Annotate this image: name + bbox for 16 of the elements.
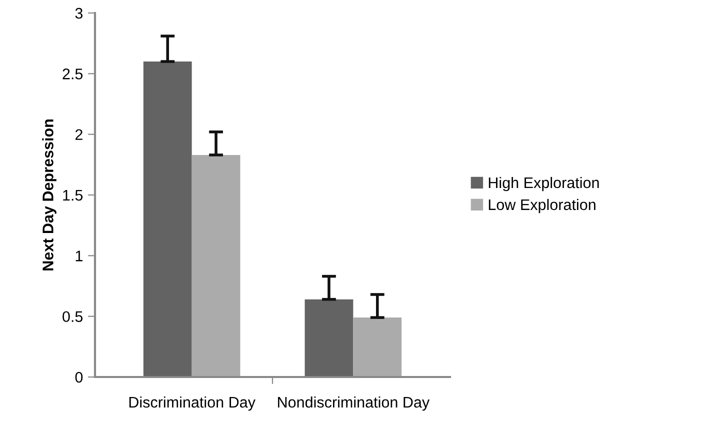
- bar: [353, 318, 402, 377]
- y-tick-label: 2.5: [62, 68, 83, 80]
- y-tick-label: 3: [75, 8, 83, 19]
- bar: [304, 299, 354, 377]
- y-tick-label: 0: [75, 372, 83, 383]
- bar: [143, 62, 192, 377]
- y-tick-label: 0.5: [62, 311, 83, 322]
- legend-label: High Exploration: [488, 176, 599, 192]
- x-tick-label: Nondiscrimination Day: [278, 396, 430, 411]
- x-tick-label: Discrimination Day: [129, 396, 256, 411]
- bar: [192, 154, 240, 377]
- y-tick-label: 2: [75, 129, 82, 140]
- y-tick-label: 1.5: [63, 190, 83, 201]
- y-axis-title: Next Day Depression: [42, 120, 56, 270]
- legend-label: Low Exploration: [488, 198, 596, 214]
- y-tick-label: 1: [76, 250, 82, 262]
